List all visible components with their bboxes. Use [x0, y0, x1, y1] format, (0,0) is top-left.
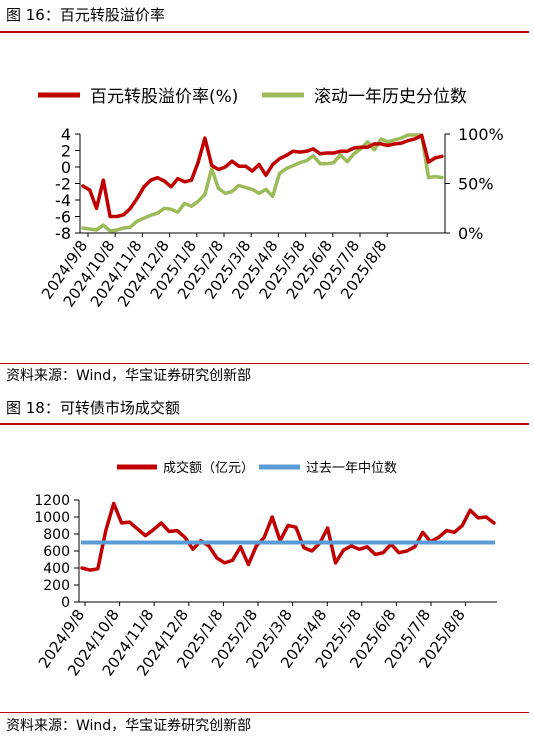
- series-line-premium: [81, 133, 444, 219]
- chart2-legend: 成交额（亿元） 过去一年中位数: [117, 460, 397, 476]
- figure-18-title: 图 18：可转债市场成交额: [6, 399, 180, 417]
- chart1-axes: [75, 133, 450, 237]
- figure-18-bottom-rule: [0, 712, 529, 713]
- chart1-right-y-tick-labels: 100% 50% 0%: [458, 125, 504, 243]
- legend-label-premium: 百元转股溢价率(%): [90, 87, 238, 107]
- y-tick-label: 2: [61, 142, 71, 161]
- chart2-x-tick-labels: 2024/9/82024/10/82024/11/82024/12/82025/…: [35, 606, 469, 679]
- figure-16-bottom-rule: [0, 363, 529, 364]
- chart1-series: [81, 133, 444, 233]
- y-tick-label: -8: [55, 224, 71, 243]
- y-tick-label: -6: [55, 208, 71, 227]
- y2-tick-label: 0%: [458, 224, 483, 243]
- y-tick-label: 1200: [34, 493, 70, 509]
- series-line-percentile: [81, 133, 444, 233]
- y-tick-label: 800: [43, 527, 70, 543]
- chart1-legend: 百元转股溢价率(%) 滚动一年历史分位数: [38, 87, 467, 107]
- y-tick-label: -4: [55, 191, 71, 210]
- y2-tick-label: 50%: [458, 175, 494, 194]
- y-tick-label: 1000: [34, 510, 70, 526]
- figure-18-source: 资料来源：Wind，华宝证券研究创新部: [6, 718, 252, 734]
- legend-label-percentile: 滚动一年历史分位数: [314, 87, 467, 107]
- chart1-x-tick-labels: 2024/9/82024/10/82024/11/82024/12/82025/…: [38, 237, 391, 310]
- y-tick-label: 600: [43, 544, 70, 560]
- chart2-series: [80, 501, 496, 572]
- y-tick-label: -2: [55, 175, 71, 194]
- legend-label-turnover: 成交额（亿元）: [163, 460, 254, 476]
- y-tick-label: 0: [61, 595, 70, 611]
- figure-18-top-rule: [0, 423, 529, 425]
- premium-rate-chart: 百元转股溢价率(%) 滚动一年历史分位数 420-2-4-6-8 100% 50%…: [38, 87, 504, 310]
- series-line-turnover: [80, 501, 496, 572]
- y-tick-label: 4: [61, 125, 71, 144]
- y-tick-label: 400: [43, 561, 70, 577]
- legend-label-median: 过去一年中位数: [306, 461, 397, 476]
- figure-16-top-rule: [0, 31, 529, 33]
- y-tick-label: 0: [61, 158, 71, 177]
- figure-16-title: 图 16：百元转股溢价率: [6, 6, 165, 24]
- y-tick-label: 200: [43, 578, 70, 594]
- y2-tick-label: 100%: [458, 125, 504, 144]
- chart1-left-y-tick-labels: 420-2-4-6-8: [55, 125, 71, 243]
- chart2-axes: [74, 499, 497, 606]
- figure-16-source: 资料来源：Wind，华宝证券研究创新部: [6, 368, 252, 384]
